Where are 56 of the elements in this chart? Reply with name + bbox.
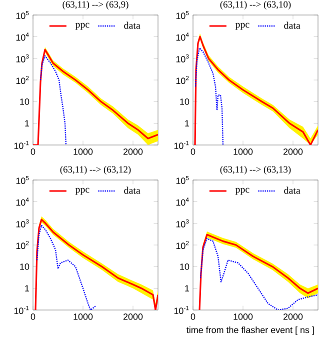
y-tick-label: 10$^{2}$ xyxy=(176,240,189,250)
x-tick-label: 2000 xyxy=(123,148,143,155)
x-tick-label: 0 xyxy=(190,314,196,320)
y-tick-label: 10$^{4}$ xyxy=(16,198,29,206)
legend-label: ppc xyxy=(235,22,250,30)
y-tick-label: 10$^{5}$ xyxy=(16,176,29,184)
legend-label: data xyxy=(284,186,300,194)
y-tick-label: 10$^{2}$ xyxy=(16,240,29,250)
y-tick-label: 10$^{5}$ xyxy=(16,11,29,20)
y-tick-label: 10$^{4}$ xyxy=(176,198,189,206)
x-tick-label: 1000 xyxy=(74,148,93,155)
chart-title: (63,11) --> (63,13) xyxy=(220,166,291,175)
y-tick-label: 10$^{3}$ xyxy=(176,54,189,62)
y-tick-label: 10$^{-1}$ xyxy=(174,306,189,314)
x-axis-title: time from the flasher event [ ns ] xyxy=(186,326,314,335)
line-series xyxy=(194,47,224,145)
y-tick-label: 10 xyxy=(180,98,190,105)
legend-label: ppc xyxy=(75,188,90,195)
x-tick-label: 0 xyxy=(190,148,196,155)
y-tick-label: 1 xyxy=(185,285,190,292)
legend-label: ppc xyxy=(75,22,90,30)
y-tick-label: 10$^{-1}$ xyxy=(14,306,29,314)
x-tick-label: 0 xyxy=(30,148,36,155)
x-tick-label: 1000 xyxy=(74,314,93,320)
y-tick-label: 10$^{-1}$ xyxy=(174,140,189,150)
y-tick-label: 10$^{3}$ xyxy=(16,219,29,228)
y-tick-label: 10$^{2}$ xyxy=(176,76,189,84)
y-tick-label: 1 xyxy=(185,120,190,126)
y-tick-label: 1 xyxy=(25,285,30,292)
x-tick-label: 2000 xyxy=(123,314,143,320)
y-tick-label: 1 xyxy=(25,120,30,126)
x-tick-label: 2000 xyxy=(283,148,303,155)
y-tick-label: 10 xyxy=(20,263,30,270)
x-tick-label: 1000 xyxy=(234,148,253,155)
y-tick-label: 10$^{4}$ xyxy=(16,32,29,41)
legend-label: data xyxy=(284,22,300,29)
legend-label: data xyxy=(124,22,140,29)
y-tick-label: 10$^{-1}$ xyxy=(14,140,29,150)
x-tick-label: 0 xyxy=(30,314,36,320)
line-series xyxy=(36,224,96,310)
y-tick-label: 10 xyxy=(180,263,190,270)
line-series xyxy=(40,55,67,145)
chart-title: (63,11) --> (63,9) xyxy=(62,0,128,10)
chart-title: (63,11) --> (63,12) xyxy=(60,166,131,175)
y-tick-label: 10$^{3}$ xyxy=(16,54,29,62)
x-tick-label: 2000 xyxy=(283,314,303,320)
y-tick-label: 10$^{4}$ xyxy=(176,32,189,41)
legend-label: data xyxy=(124,186,140,194)
y-tick-label: 10$^{2}$ xyxy=(16,76,29,84)
chart-title: (63,11) --> (63,10) xyxy=(220,0,291,10)
y-tick-label: 10 xyxy=(20,98,30,105)
legend-label: ppc xyxy=(235,188,250,195)
y-tick-label: 10$^{5}$ xyxy=(176,11,189,20)
x-tick-label: 1000 xyxy=(234,314,253,320)
y-tick-label: 10$^{3}$ xyxy=(176,219,189,228)
y-tick-label: 10$^{5}$ xyxy=(176,176,189,184)
